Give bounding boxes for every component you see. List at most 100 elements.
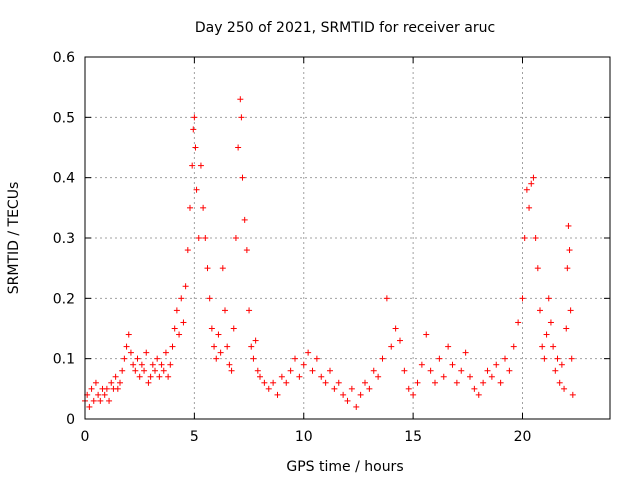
data-point <box>322 379 329 386</box>
data-point <box>563 325 570 332</box>
x-tick-label: 5 <box>190 429 199 445</box>
data-point <box>197 162 204 169</box>
data-point <box>191 114 198 121</box>
data-point <box>147 373 154 380</box>
data-point <box>327 367 333 374</box>
data-point <box>238 114 245 121</box>
x-tick-label: 20 <box>514 429 532 445</box>
data-point <box>182 283 189 290</box>
data-point <box>523 186 530 193</box>
data-point <box>230 325 237 332</box>
data-point <box>171 325 178 332</box>
data-point <box>219 265 226 272</box>
data-point <box>134 355 141 362</box>
data-point <box>101 391 108 398</box>
data-point <box>226 361 233 368</box>
data-point <box>114 385 121 392</box>
data-point <box>537 307 543 314</box>
data-point <box>169 343 176 350</box>
data-point <box>375 373 382 380</box>
data-point <box>228 367 235 374</box>
data-point <box>145 379 152 386</box>
data-point <box>132 367 139 374</box>
data-point <box>440 373 447 380</box>
data-point <box>397 337 403 344</box>
data-point <box>335 379 342 386</box>
data-point <box>206 295 213 302</box>
data-point <box>252 337 259 344</box>
data-point <box>423 331 430 338</box>
data-point <box>117 379 123 386</box>
data-point <box>528 180 535 187</box>
data-point <box>246 307 253 314</box>
data-point <box>130 361 137 368</box>
data-point <box>108 379 115 386</box>
data-point <box>568 355 575 362</box>
data-point <box>158 361 165 368</box>
y-axis-label: SRMTID / TECUs <box>6 182 22 295</box>
data-point <box>274 391 281 398</box>
data-point <box>257 373 263 380</box>
data-point <box>432 379 438 386</box>
data-point <box>488 373 495 380</box>
data-point <box>211 343 218 350</box>
data-point <box>550 343 557 350</box>
data-point <box>86 403 93 410</box>
data-point <box>97 397 104 404</box>
data-point <box>250 355 257 362</box>
y-tick-label: 0.4 <box>53 171 75 187</box>
data-point <box>149 361 156 368</box>
data-point <box>292 355 298 362</box>
y-axis-ticks: 0 0.1 0.2 0.3 0.4 0.5 0.6 <box>53 50 610 428</box>
data-point <box>243 247 250 254</box>
x-axis-ticks: 0 5 10 15 20 <box>81 57 532 445</box>
series-srmtid <box>82 96 576 410</box>
data-point <box>296 373 303 380</box>
data-point <box>261 379 268 386</box>
data-point <box>235 144 242 151</box>
data-point <box>539 343 546 350</box>
data-point <box>569 391 576 398</box>
data-point <box>224 343 231 350</box>
data-point <box>88 385 95 392</box>
data-point <box>193 186 200 193</box>
data-point <box>143 349 150 356</box>
x-tick-label: 10 <box>295 429 313 445</box>
data-point <box>215 331 222 338</box>
data-point <box>506 367 513 374</box>
data-point <box>90 397 97 404</box>
data-point <box>521 235 528 241</box>
data-point <box>92 379 99 386</box>
data-point <box>184 247 191 254</box>
data-point <box>541 355 548 362</box>
y-tick-label: 0.6 <box>53 50 75 66</box>
data-point <box>180 319 187 326</box>
data-point <box>136 373 143 380</box>
data-point <box>462 349 469 356</box>
data-point <box>119 367 126 374</box>
x-axis-label: GPS time / hours <box>286 459 403 475</box>
data-point <box>357 391 364 398</box>
x-tick-label: 0 <box>81 429 90 445</box>
data-point <box>190 126 197 133</box>
chart-title: Day 250 of 2021, SRMTID for receiver aru… <box>195 20 495 36</box>
data-point <box>543 331 550 338</box>
data-point <box>331 385 338 392</box>
data-point <box>519 295 526 302</box>
data-point <box>532 235 539 241</box>
data-point <box>453 379 460 386</box>
data-point <box>237 96 244 103</box>
data-point <box>366 385 373 392</box>
data-point <box>534 265 541 272</box>
data-point <box>526 204 533 211</box>
data-point <box>554 355 561 362</box>
data-point <box>176 331 183 338</box>
data-point <box>545 295 552 302</box>
data-point <box>547 319 554 326</box>
data-point <box>173 307 180 314</box>
data-point <box>564 265 571 272</box>
data-point <box>566 247 573 254</box>
data-point <box>552 367 559 374</box>
